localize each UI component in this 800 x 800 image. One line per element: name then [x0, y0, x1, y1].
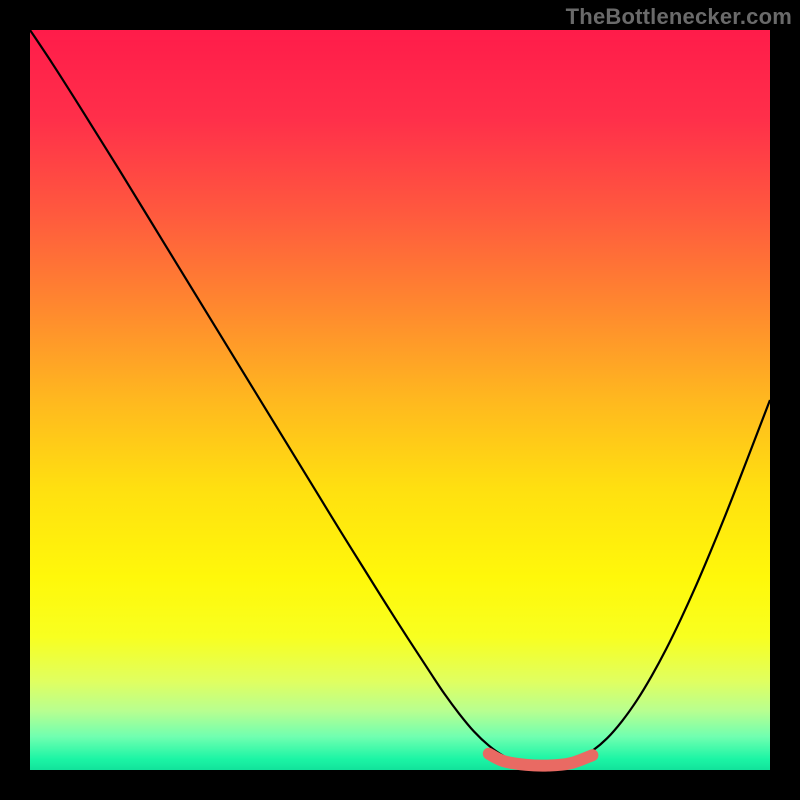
curve-layer [30, 30, 770, 770]
bottleneck-curve [30, 30, 770, 766]
chart-stage: TheBottlenecker.com [0, 0, 800, 800]
plot-area [30, 30, 770, 770]
watermark-text: TheBottlenecker.com [566, 4, 792, 30]
optimal-range-marker [489, 754, 593, 766]
